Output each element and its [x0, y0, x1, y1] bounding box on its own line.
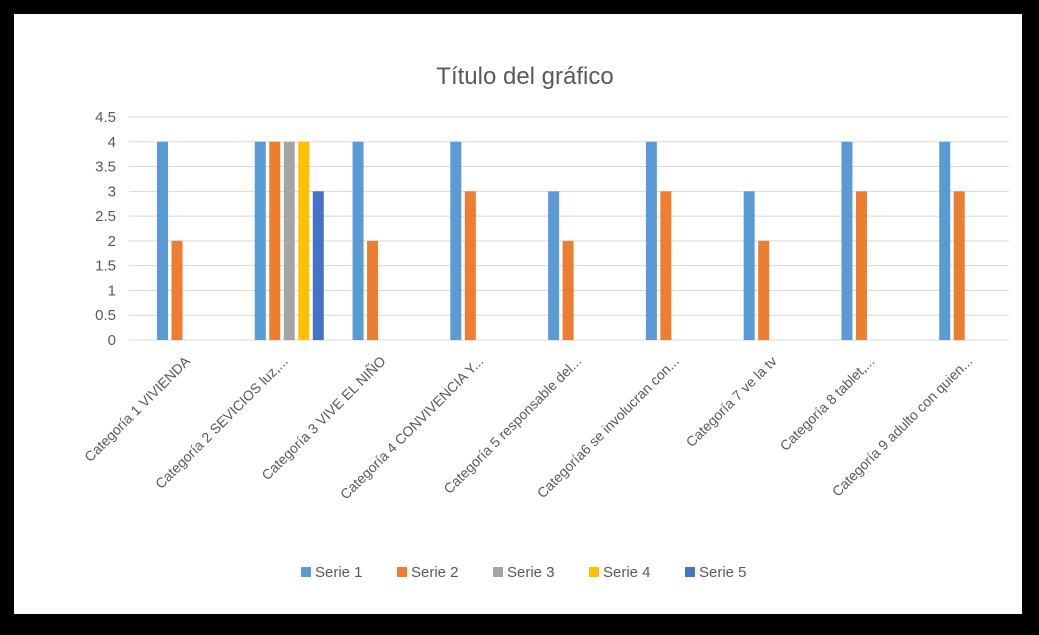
bar-serie-2-cat-5	[562, 240, 574, 340]
y-tick-label: 1	[108, 282, 116, 299]
bar-serie-2-cat-1	[171, 240, 183, 340]
bar-serie-2-cat-6	[660, 191, 672, 340]
bar-serie-2-cat-3	[367, 240, 379, 340]
bar-serie-1-cat-7	[743, 191, 755, 340]
legend-label: Serie 3	[507, 564, 555, 581]
legend-label: Serie 2	[411, 564, 459, 581]
y-tick-label: 4.5	[95, 109, 116, 126]
bar-serie-1-cat-6	[645, 141, 657, 340]
bar-serie-2-cat-2	[269, 141, 281, 340]
bar-serie-2-cat-8	[855, 191, 867, 340]
legend-swatch	[685, 567, 695, 577]
bar-serie-1-cat-3	[352, 141, 364, 340]
bar-chart: Título del gráfico 00.511.522.533.544.5 …	[81, 63, 1009, 581]
legend-swatch	[397, 567, 407, 577]
bar-serie-1-cat-2	[254, 141, 266, 340]
legend-swatch	[493, 567, 503, 577]
chart-title: Título del gráfico	[436, 63, 613, 90]
y-tick-label: 3	[108, 183, 116, 200]
bar-serie-1-cat-9	[939, 141, 951, 340]
bar-serie-1-cat-1	[157, 141, 168, 340]
x-category-label: Categoría 1 VIVIENDA	[81, 352, 193, 464]
bar-serie-5-cat-2	[312, 191, 324, 340]
bar-serie-2-cat-4	[464, 191, 476, 340]
legend-swatch	[589, 567, 599, 577]
bar-serie-1-cat-8	[841, 141, 853, 340]
legend-swatch	[301, 567, 311, 577]
bar-serie-3-cat-2	[283, 141, 295, 340]
bar-serie-2-cat-7	[758, 240, 770, 340]
y-tick-label: 2	[108, 233, 116, 250]
y-tick-label: 0.5	[95, 307, 116, 324]
legend-label: Serie 4	[603, 564, 651, 581]
bar-serie-1-cat-4	[450, 141, 462, 340]
y-tick-label: 3.5	[95, 159, 116, 176]
y-tick-label: 4	[108, 134, 116, 151]
legend-label: Serie 5	[699, 564, 747, 581]
y-tick-label: 1.5	[95, 258, 116, 275]
bar-serie-1-cat-5	[548, 191, 560, 340]
y-tick-label: 2.5	[95, 208, 116, 225]
bar-serie-4-cat-2	[298, 141, 310, 340]
chart-frame: Título del gráfico 0 0.5 1 1.5 2 2.5 3 3.5 4 4.5 …	[14, 14, 1022, 614]
bar-serie-2-cat-9	[953, 191, 965, 340]
legend-label: Serie 1	[315, 564, 363, 581]
x-category-label: Categoría 7 ve la tv	[683, 353, 780, 450]
x-category-label: Categoría 8 tablet,...	[777, 353, 878, 454]
y-tick-label: 0	[108, 332, 116, 349]
